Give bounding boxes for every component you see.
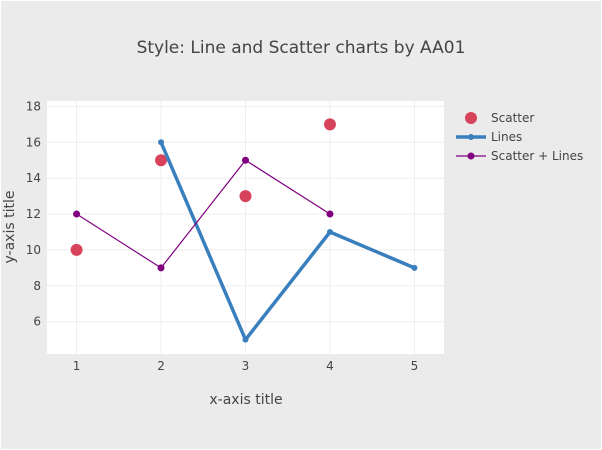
data-point bbox=[155, 154, 168, 167]
x-axis-title: x-axis title bbox=[209, 392, 282, 408]
data-point bbox=[242, 156, 249, 164]
data-point bbox=[70, 243, 83, 256]
data-point bbox=[239, 190, 252, 203]
legend-label: Lines bbox=[491, 130, 522, 144]
x-tick-label: 1 bbox=[73, 359, 81, 373]
legend-label: Scatter + Lines bbox=[491, 149, 583, 163]
legend-marker bbox=[468, 134, 474, 140]
legend: Scatter Lines Scatter + Lines bbox=[456, 111, 583, 163]
series-line bbox=[159, 141, 416, 342]
data-point bbox=[157, 264, 165, 272]
y-tick-label: 12 bbox=[26, 207, 41, 221]
series-line bbox=[76, 159, 331, 269]
legend-label: Scatter bbox=[491, 111, 534, 125]
y-tick-label: 16 bbox=[26, 135, 41, 149]
grid bbox=[47, 101, 444, 354]
data-point bbox=[411, 264, 418, 271]
y-tick-label: 14 bbox=[26, 171, 41, 185]
y-axis-title: y-axis title bbox=[2, 191, 18, 264]
legend-marker bbox=[467, 152, 475, 160]
y-tick-label: 6 bbox=[33, 315, 41, 329]
x-tick-label: 3 bbox=[242, 359, 250, 373]
series bbox=[70, 118, 418, 343]
data-point bbox=[158, 139, 165, 146]
x-tick-label: 5 bbox=[411, 359, 419, 373]
y-tick-label: 18 bbox=[26, 99, 41, 113]
data-point bbox=[323, 118, 336, 131]
y-tick-label: 8 bbox=[33, 279, 41, 293]
x-tick-label: 2 bbox=[157, 359, 165, 373]
legend-marker bbox=[465, 112, 477, 124]
data-point bbox=[326, 228, 333, 235]
data-point bbox=[242, 336, 249, 343]
data-point bbox=[73, 210, 81, 218]
data-point bbox=[326, 210, 334, 218]
x-tick-label: 4 bbox=[326, 359, 334, 373]
chart-title: Style: Line and Scatter charts by AA01 bbox=[137, 38, 466, 58]
y-tick-label: 10 bbox=[26, 243, 41, 257]
